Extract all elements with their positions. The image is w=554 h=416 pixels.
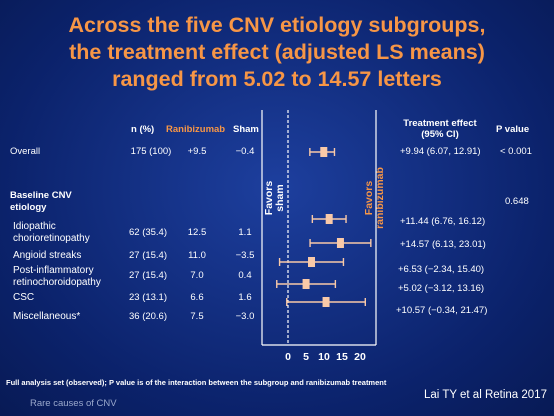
row-label-idiopathic: Idiopathic chorioretinopathy <box>13 221 90 244</box>
point-estimate <box>336 238 344 248</box>
footnote: Full analysis set (observed); P value is… <box>6 378 387 387</box>
overall-ranibizumab: +9.5 <box>187 146 207 157</box>
interaction-p-value: 0.648 <box>505 196 529 207</box>
row-ranibizumab-post-inflammatory: 7.0 <box>190 270 204 281</box>
x-tick-label: 5 <box>303 351 309 363</box>
x-tick-label: 0 <box>285 351 291 363</box>
row-label-angioid: Angioid streaks <box>13 250 82 261</box>
subgroup-header: Baseline CNV etiology <box>10 190 72 213</box>
row-effect-csc: +5.02 (−3.12, 13.16) <box>398 283 485 294</box>
header-n-pct: n (%) <box>131 124 155 135</box>
row-n-miscellaneous: 36 (20.6) <box>128 311 168 322</box>
overall-sham: −0.4 <box>235 146 255 157</box>
overall-label: Overall <box>10 146 41 157</box>
point-estimate <box>325 214 333 224</box>
point-estimate <box>308 257 316 267</box>
row-sham-csc: 1.6 <box>238 292 252 303</box>
title-line-3: ranged from 5.02 to 14.57 letters <box>112 67 442 91</box>
row-label-csc: CSC <box>13 292 35 303</box>
header-p-value: P value <box>496 124 530 135</box>
row-ranibizumab-idiopathic: 12.5 <box>187 227 207 238</box>
row-sham-angioid: −3.5 <box>235 250 255 261</box>
citation: Lai TY et al Retina 2017 <box>424 389 547 401</box>
row-effect-angioid: +14.57 (6.13, 23.01) <box>400 239 486 250</box>
header-treatment-effect: Treatment effect (95% CI) <box>403 118 477 140</box>
row-n-csc: 23 (13.1) <box>128 292 168 303</box>
x-tick-label: 15 <box>336 351 348 363</box>
row-n-post-inflammatory: 27 (15.4) <box>128 270 168 281</box>
row-label-post-inflammatory: Post-inflammatory retinochoroidopathy <box>13 265 101 288</box>
row-n-angioid: 27 (15.4) <box>128 250 168 261</box>
x-tick-label: 10 <box>318 351 330 363</box>
slide-title: Across the five CNV etiology subgroups, … <box>0 12 554 93</box>
row-ranibizumab-miscellaneous: 7.5 <box>190 311 204 322</box>
row-n-idiopathic: 62 (35.4) <box>128 227 168 238</box>
row-ranibizumab-csc: 6.6 <box>190 292 204 303</box>
footer-note: Rare causes of CNV <box>30 398 117 409</box>
title-line-1: Across the five CNV etiology subgroups, <box>68 13 486 37</box>
point-estimate <box>322 297 330 307</box>
row-sham-post-inflammatory: 0.4 <box>238 270 252 281</box>
row-effect-post-inflammatory: +6.53 (−2.34, 15.40) <box>398 264 485 275</box>
overall-p-value: < 0.001 <box>500 146 532 157</box>
row-ranibizumab-angioid: 11.0 <box>188 250 206 261</box>
row-sham-miscellaneous: −3.0 <box>235 311 255 322</box>
title-line-2: the treatment effect (adjusted LS means) <box>69 40 485 64</box>
header-sham: Sham <box>233 124 259 135</box>
point-estimate <box>302 279 310 289</box>
overall-effect: +9.94 (6.07, 12.91) <box>400 146 481 157</box>
row-effect-miscellaneous: +10.57 (−0.34, 21.47) <box>396 305 488 316</box>
row-sham-idiopathic: 1.1 <box>238 227 252 238</box>
overall-n: 175 (100) <box>130 146 172 157</box>
header-ranibizumab: Ranibizumab <box>166 124 226 135</box>
row-effect-idiopathic: +11.44 (6.76, 16.12) <box>400 216 486 227</box>
x-tick-label: 20 <box>354 351 366 363</box>
row-label-miscellaneous: Miscellaneous* <box>13 311 81 322</box>
point-estimate <box>320 147 328 157</box>
